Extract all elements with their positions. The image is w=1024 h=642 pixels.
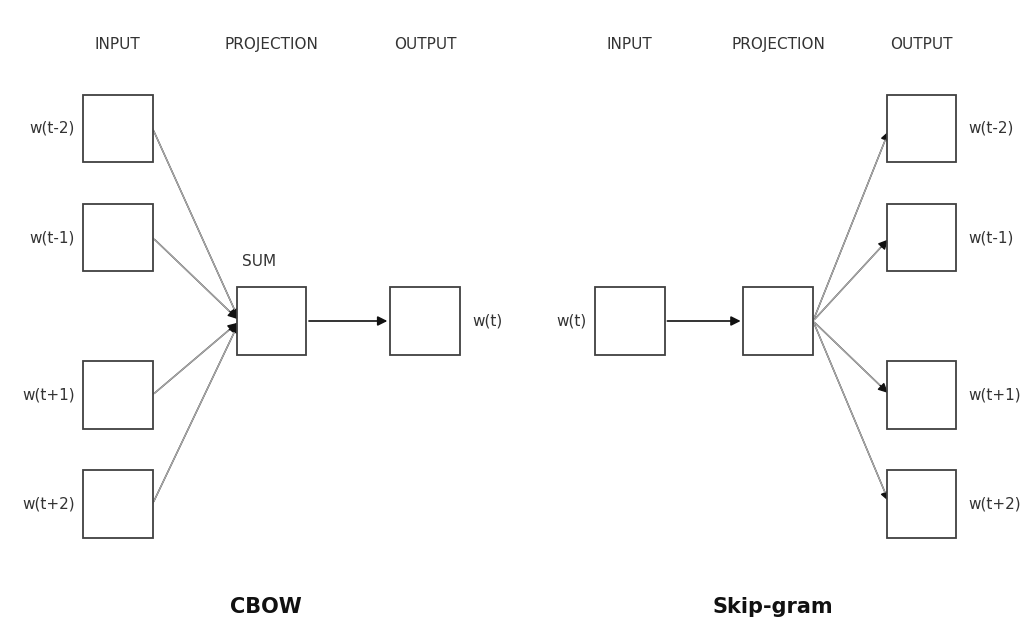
Bar: [83, 361, 153, 429]
Text: w(t+2): w(t+2): [969, 496, 1021, 512]
Bar: [887, 470, 956, 538]
Text: PROJECTION: PROJECTION: [731, 37, 825, 53]
Text: w(t-1): w(t-1): [969, 230, 1014, 245]
Text: Skip-gram: Skip-gram: [713, 596, 834, 617]
Text: INPUT: INPUT: [607, 37, 652, 53]
Text: CBOW: CBOW: [230, 596, 302, 617]
Bar: [83, 94, 153, 162]
Text: PROJECTION: PROJECTION: [224, 37, 318, 53]
Text: w(t): w(t): [472, 313, 503, 329]
Bar: [595, 288, 665, 354]
Bar: [390, 288, 460, 354]
Text: INPUT: INPUT: [95, 37, 140, 53]
Text: w(t+1): w(t+1): [969, 387, 1021, 403]
Text: w(t-2): w(t-2): [969, 121, 1014, 136]
Bar: [887, 361, 956, 429]
Text: w(t-2): w(t-2): [30, 121, 75, 136]
Text: w(t+1): w(t+1): [23, 387, 75, 403]
Text: w(t+2): w(t+2): [23, 496, 75, 512]
Bar: [237, 288, 306, 354]
Text: SUM: SUM: [242, 254, 275, 270]
Text: w(t-1): w(t-1): [30, 230, 75, 245]
Bar: [887, 204, 956, 271]
Text: w(t): w(t): [556, 313, 587, 329]
Text: OUTPUT: OUTPUT: [393, 37, 457, 53]
Bar: [743, 288, 813, 354]
Bar: [887, 94, 956, 162]
Bar: [83, 204, 153, 271]
Text: OUTPUT: OUTPUT: [890, 37, 953, 53]
Bar: [83, 470, 153, 538]
